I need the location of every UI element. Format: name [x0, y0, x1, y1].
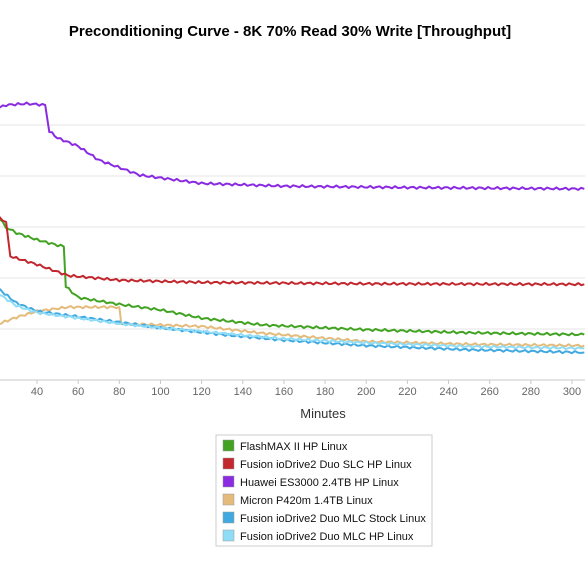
legend-swatch	[222, 475, 235, 488]
legend-swatch	[222, 439, 235, 452]
series-line	[0, 218, 585, 337]
x-tick-label: 100	[151, 386, 169, 398]
legend-label: Fusion ioDrive2 Duo SLC HP Linux	[240, 459, 412, 471]
legend-swatch	[222, 457, 235, 470]
legend-label: Fusion ioDrive2 Duo MLC HP Linux	[240, 531, 414, 543]
legend-label: Micron P420m 1.4TB Linux	[240, 495, 373, 507]
x-tick-label: 180	[316, 386, 334, 398]
series-line	[0, 216, 585, 287]
x-tick-label: 260	[481, 386, 499, 398]
legend-box	[215, 434, 433, 547]
chart-title: Preconditioning Curve - 8K 70% Read 30% …	[69, 23, 511, 40]
legend-label: Fusion ioDrive2 Duo MLC Stock Linux	[240, 513, 426, 525]
series-lines	[0, 101, 585, 355]
legend-swatch	[222, 529, 235, 542]
x-tick-label: 140	[234, 386, 252, 398]
x-tick-label: 80	[113, 386, 125, 398]
series-line	[0, 101, 585, 191]
x-tick-label: 60	[72, 386, 84, 398]
x-tick-label: 220	[398, 386, 416, 398]
legend-label: FlashMAX II HP Linux	[240, 441, 348, 453]
x-tick-label: 240	[439, 386, 457, 398]
x-tick-label: 300	[563, 386, 581, 398]
x-tick-label: 160	[275, 386, 293, 398]
series-line	[0, 294, 585, 351]
x-tick-label: 120	[192, 386, 210, 398]
x-tick-label: 40	[31, 386, 43, 398]
series-line	[0, 304, 585, 348]
series-line	[0, 287, 585, 355]
x-axis-label: Minutes	[300, 406, 346, 421]
legend-label: Huawei ES3000 2.4TB HP Linux	[240, 477, 399, 489]
legend: FlashMAX II HP Linux Fusion ioDrive2 Duo …	[215, 434, 433, 547]
x-tick-label: 280	[522, 386, 540, 398]
x-ticks: 40 60 80 100 120 140 160 180 200 220 240 260 280 300	[31, 380, 581, 398]
x-tick-label: 200	[357, 386, 375, 398]
legend-swatch	[222, 511, 235, 524]
legend-swatch	[222, 493, 235, 506]
